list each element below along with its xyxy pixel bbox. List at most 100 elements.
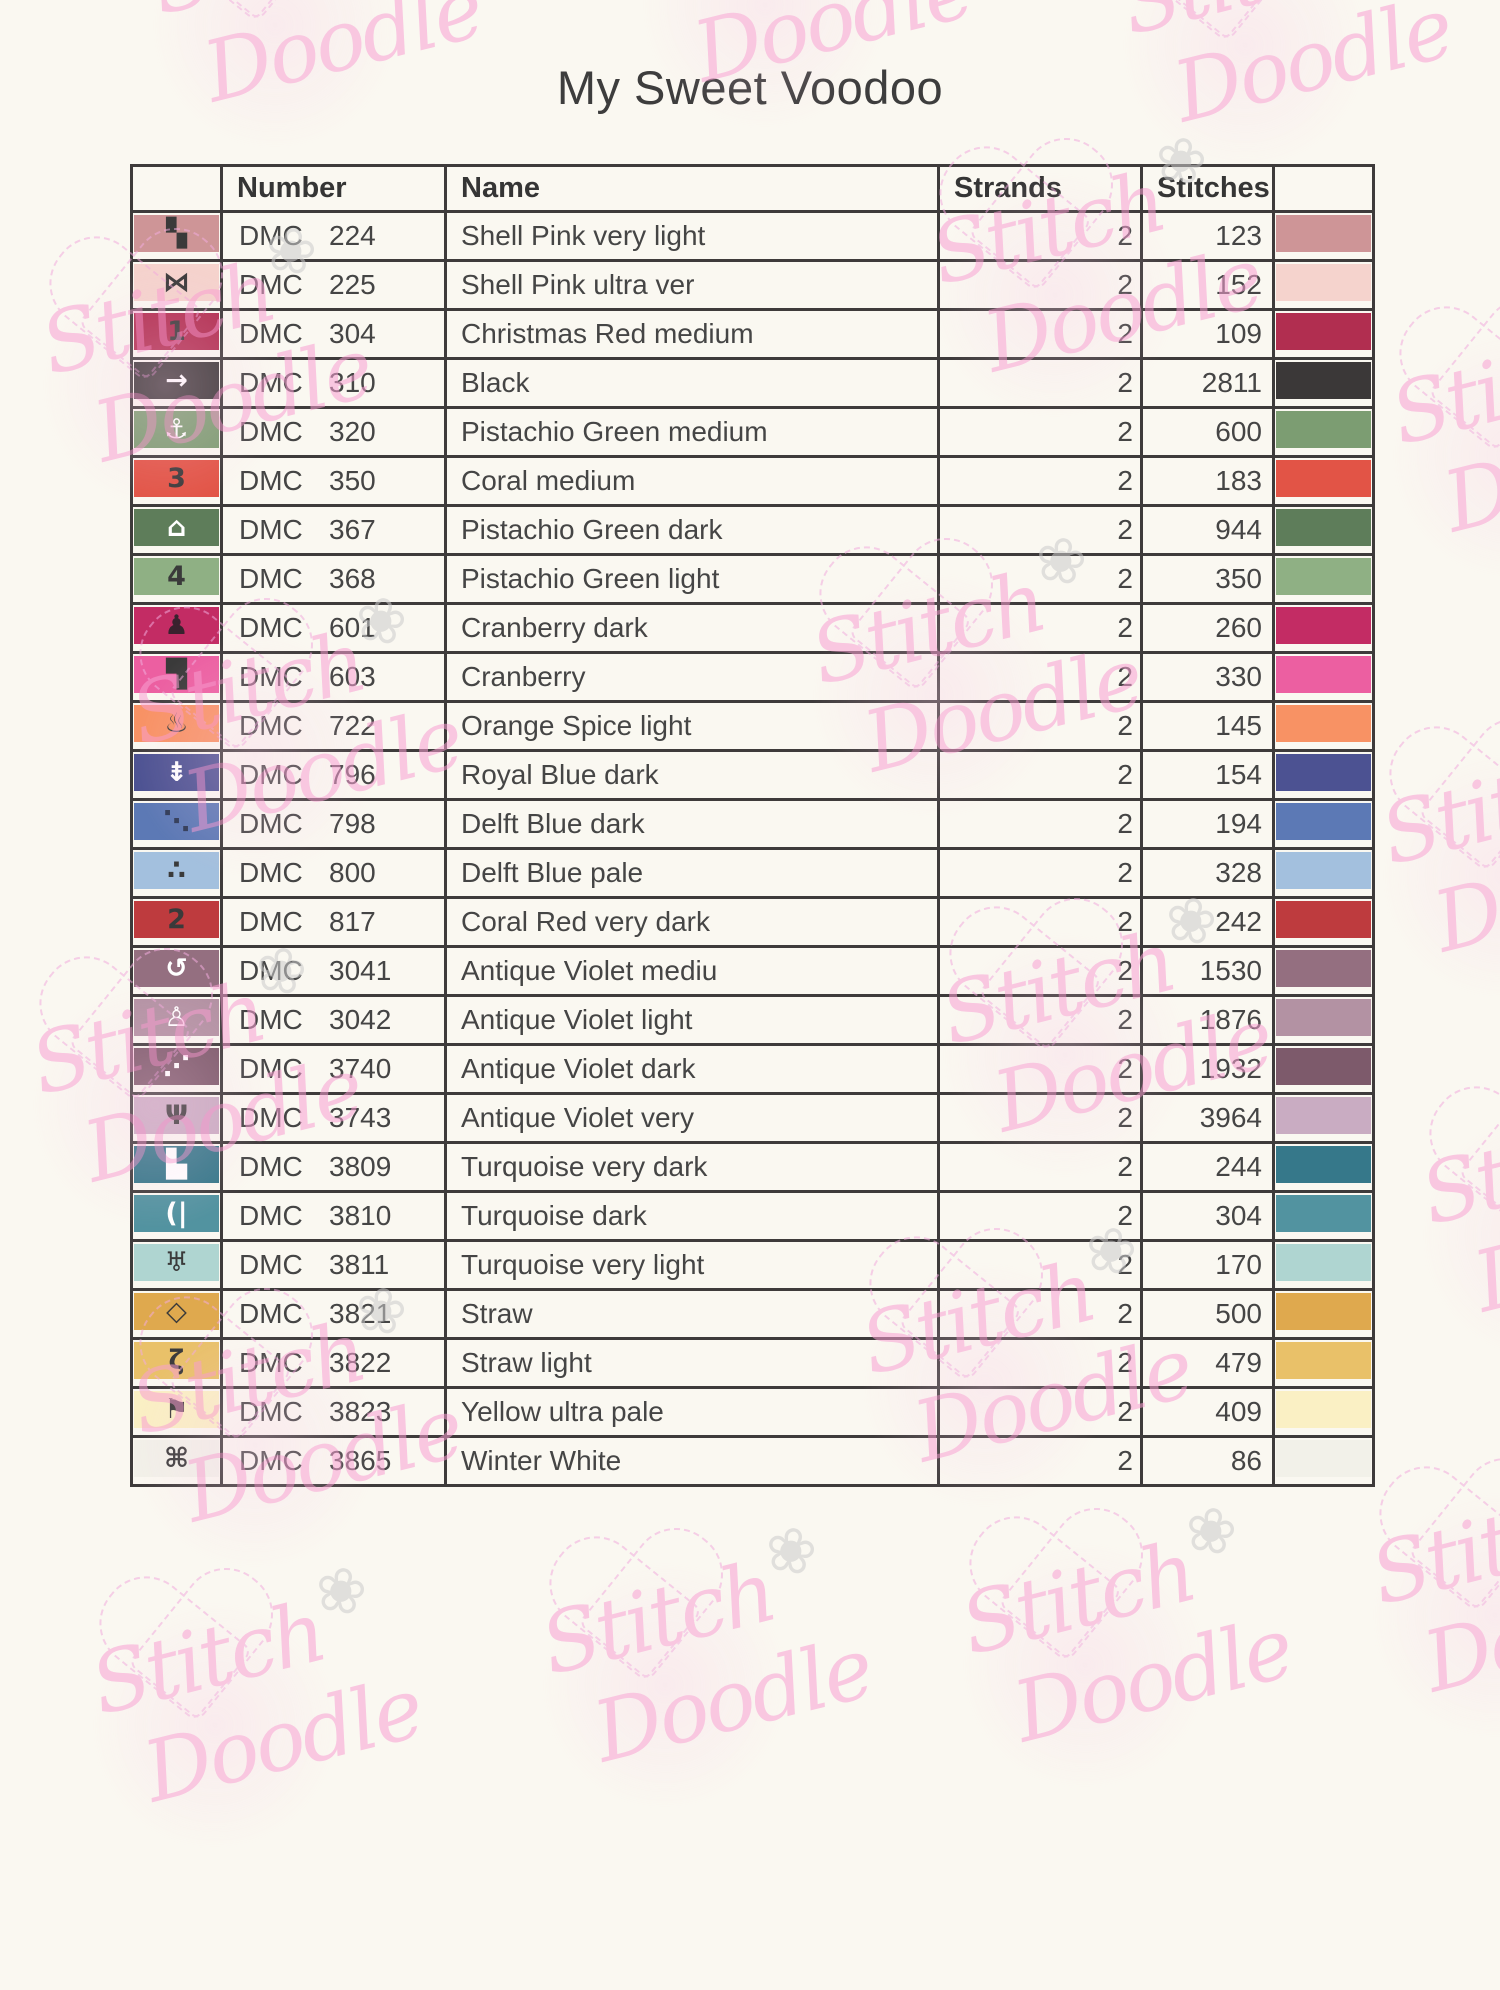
table-row: 3 DMC 350 Coral medium 2 183 (130, 455, 1375, 507)
table-row: ♙ DMC 3042 Antique Violet light 2 1876 (130, 994, 1375, 1046)
person-icon: ♟ (164, 610, 189, 641)
watermark-tile: Stitch Doodle ❀ (1412, 1080, 1500, 1500)
strands-value: 2 (937, 406, 1143, 458)
brand-label: DMC (239, 465, 303, 496)
table-row: ⇟ DMC 796 Royal Blue dark 2 154 (130, 749, 1375, 801)
color-swatch (1276, 1440, 1371, 1477)
thread-code: 3809 (329, 1151, 392, 1182)
thread-name: Christmas Red medium (444, 308, 940, 360)
number-cell: DMC 601 (220, 602, 447, 654)
number-cell: DMC 798 (220, 798, 447, 850)
brand-label: DMC (239, 1053, 303, 1084)
thread-name: Shell Pink ultra ver (444, 259, 940, 311)
dashed-heart-icon (642, 0, 839, 29)
number-cell: DMC 304 (220, 308, 447, 360)
symbol-chip: ▜ (134, 656, 219, 693)
brand-label: DMC (239, 759, 303, 790)
thread-name: Yellow ultra pale (444, 1386, 940, 1438)
symbol-cell: ♟ (130, 602, 223, 654)
rising-dots-icon: ⋰ (163, 1051, 190, 1082)
brand-label: DMC (239, 269, 303, 300)
symbol-chip: (| (134, 1195, 219, 1232)
strands-value: 2 (937, 1190, 1143, 1242)
watermark-text: Doodle (1434, 388, 1500, 552)
thread-code: 304 (329, 318, 376, 349)
stitches-value: 170 (1140, 1239, 1275, 1291)
brand-label: DMC (239, 808, 303, 839)
thread-code: 310 (329, 367, 376, 398)
notched-square-icon: ▜ (166, 659, 187, 690)
half-bracket-icon: (| (165, 1198, 188, 1229)
watermark-tile: Stitch Doodle ❀ (1362, 1460, 1500, 1880)
thread-name: Pistachio Green light (444, 553, 940, 605)
color-swatch-cell (1272, 210, 1375, 262)
color-key-header: Number Name Strands Stitches (130, 164, 1375, 213)
color-swatch (1276, 901, 1371, 938)
double-arrow-down-icon: ⇟ (165, 757, 188, 788)
color-swatch-cell (1272, 504, 1375, 556)
symbol-cell: ▚ (130, 210, 223, 262)
watermark-text: Stitch (1112, 0, 1364, 54)
color-swatch-cell (1272, 308, 1375, 360)
strands-value: 2 (937, 1043, 1143, 1095)
flag-icon: ⚑ (164, 1394, 189, 1425)
anchor-icon: ⚓ (164, 414, 189, 445)
dashed-heart-icon (1422, 1071, 1500, 1259)
number-cell: DMC 3042 (220, 994, 447, 1046)
stitches-value: 260 (1140, 602, 1275, 654)
strands-value: 2 (937, 651, 1143, 703)
symbol-cell: ♙ (130, 994, 223, 1046)
thread-name: Pistachio Green dark (444, 504, 940, 556)
strands-value: 2 (937, 1141, 1143, 1193)
watermark-text: Stitch (1411, 1092, 1500, 1244)
symbol-cell: ⌘ (130, 1435, 223, 1487)
microphone-icon: Ψ (165, 1100, 188, 1131)
brand-label: DMC (239, 1200, 303, 1231)
color-swatch (1276, 1391, 1371, 1428)
watermark-tile: Stitch Doodle ❀ (1372, 720, 1500, 1140)
thread-name: Pistachio Green medium (444, 406, 940, 458)
table-row: 4 DMC 368 Pistachio Green light 2 350 (130, 553, 1375, 605)
header-color (1272, 164, 1375, 213)
color-swatch (1276, 215, 1371, 252)
color-swatch-cell (1272, 749, 1375, 801)
symbol-cell: ⇟ (130, 749, 223, 801)
color-swatch-cell (1272, 700, 1375, 752)
watermark-blob (1370, 1490, 1500, 1740)
flower-icon: ❀ (759, 1510, 823, 1591)
color-swatch (1276, 1244, 1371, 1281)
table-row: → DMC 310 Black 2 2811 (130, 357, 1375, 409)
color-swatch (1276, 656, 1371, 693)
number-cell: DMC 3822 (220, 1337, 447, 1389)
digit-4-icon: 4 (167, 561, 186, 592)
number-cell: DMC 603 (220, 651, 447, 703)
thread-code: 3822 (329, 1347, 392, 1378)
number-cell: DMC 350 (220, 455, 447, 507)
symbol-chip: 3 (134, 460, 219, 497)
number-cell: DMC 3041 (220, 945, 447, 997)
table-row: ⋱ DMC 798 Delft Blue dark 2 194 (130, 798, 1375, 850)
watermark-text: Doodle (1414, 1548, 1500, 1712)
symbol-cell: 1 (130, 308, 223, 360)
watermark-tile: Stitch Doodle ❀ (82, 1550, 520, 1990)
symbol-cell: ♅ (130, 1239, 223, 1291)
color-swatch (1276, 558, 1371, 595)
thread-code: 3743 (329, 1102, 392, 1133)
stitches-value: 409 (1140, 1386, 1275, 1438)
table-row: ∴ DMC 800 Delft Blue pale 2 328 (130, 847, 1375, 899)
thread-code: 817 (329, 906, 376, 937)
stitches-value: 1932 (1140, 1043, 1275, 1095)
color-swatch-cell (1272, 798, 1375, 850)
thread-name: Straw (444, 1288, 940, 1340)
strands-value: 2 (937, 1239, 1143, 1291)
number-cell: DMC 796 (220, 749, 447, 801)
symbol-cell: ⋱ (130, 798, 223, 850)
color-key-rows: ▚ DMC 224 Shell Pink very light 2 123 ⋈ D… (130, 210, 1375, 1487)
brand-label: DMC (239, 612, 303, 643)
table-row: ⋰ DMC 3740 Antique Violet dark 2 1932 (130, 1043, 1375, 1095)
brand-label: DMC (239, 1298, 303, 1329)
watermark-text: Doodle (584, 1618, 881, 1782)
stitches-value: 350 (1140, 553, 1275, 605)
symbol-cell: 4 (130, 553, 223, 605)
table-row: ζ DMC 3822 Straw light 2 479 (130, 1337, 1375, 1389)
